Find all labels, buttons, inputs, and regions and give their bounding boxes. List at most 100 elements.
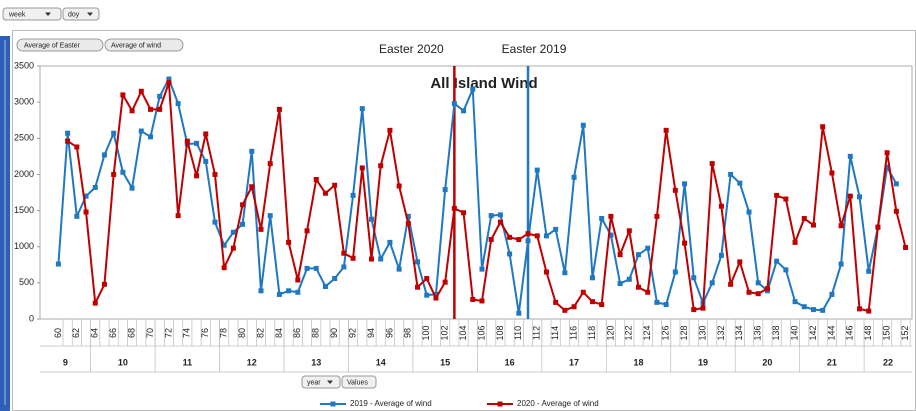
series-marker	[396, 183, 402, 189]
series-marker	[415, 284, 421, 290]
series-marker	[341, 250, 347, 256]
y-tick-label: 500	[19, 277, 34, 287]
series-marker	[184, 138, 190, 144]
series-marker	[774, 258, 780, 264]
x-tick-label: 132	[716, 325, 726, 340]
series-marker	[562, 307, 568, 313]
series-marker	[737, 180, 743, 186]
series-marker	[378, 256, 384, 262]
x-tick-label: 98	[403, 328, 413, 338]
series-marker	[147, 134, 153, 140]
x-tick-label: 74	[182, 328, 192, 338]
series-marker	[525, 238, 531, 244]
series-marker	[810, 222, 816, 228]
series-marker	[470, 86, 476, 92]
series-marker	[147, 106, 153, 112]
x-tick-label: 100	[421, 325, 431, 340]
x-tick-label: 152	[900, 325, 910, 340]
series-marker	[359, 165, 365, 171]
series-marker	[829, 291, 835, 297]
button-frame	[104, 38, 184, 52]
x-tick-label: 148	[863, 325, 873, 340]
field-button[interactable]: year	[301, 375, 341, 389]
series-marker	[691, 275, 697, 281]
x-tick-label: 102	[440, 325, 450, 340]
series-marker	[580, 122, 586, 128]
series-marker	[166, 76, 172, 82]
series-marker	[368, 256, 374, 262]
series-marker	[175, 101, 181, 107]
series-marker	[433, 291, 439, 297]
week-label: 11	[183, 357, 193, 367]
series-marker	[534, 167, 540, 173]
series-marker	[138, 128, 144, 134]
series-marker	[820, 307, 826, 313]
series-marker	[479, 266, 485, 272]
series-marker	[387, 127, 393, 133]
series-marker	[230, 245, 236, 251]
series-marker	[893, 181, 899, 187]
x-tick-label: 60	[53, 328, 63, 338]
series-marker	[240, 221, 246, 227]
series-marker	[65, 138, 71, 144]
series-marker	[101, 281, 107, 287]
series-marker	[240, 202, 246, 208]
x-tick-label: 138	[771, 325, 781, 340]
series-marker	[507, 234, 513, 240]
x-tick-label: 126	[661, 325, 671, 340]
series-marker	[212, 171, 218, 177]
series-marker	[157, 93, 163, 99]
series-marker	[543, 233, 549, 239]
series-marker	[783, 196, 789, 202]
series-marker	[516, 236, 522, 242]
series-marker	[120, 169, 126, 175]
series-marker	[516, 310, 522, 316]
field-button[interactable]: Values	[341, 375, 377, 389]
series-marker	[451, 101, 457, 107]
series-marker	[249, 184, 255, 190]
field-button[interactable]: Average of wind	[104, 38, 184, 52]
week-label: 14	[376, 357, 386, 367]
field-button[interactable]: week	[2, 7, 62, 21]
dropdown-arrow	[327, 380, 333, 384]
series-marker	[626, 228, 632, 234]
series-marker	[212, 219, 218, 225]
x-tick-label: 114	[550, 326, 560, 340]
series-marker	[589, 275, 595, 281]
series-marker	[497, 219, 503, 225]
series-marker	[783, 267, 789, 273]
x-tick-label: 90	[329, 328, 339, 338]
series-marker	[571, 304, 577, 310]
x-tick-label: 124	[642, 325, 652, 340]
x-tick-label: 94	[366, 328, 376, 338]
x-tick-label: 70	[145, 328, 155, 338]
series-marker	[203, 131, 209, 137]
annotation-label: Easter 2020	[379, 42, 444, 56]
series-marker	[801, 304, 807, 310]
series-marker	[709, 280, 715, 286]
series-marker	[903, 244, 909, 250]
series-marker	[672, 187, 678, 193]
series-marker	[792, 299, 798, 305]
week-label: 20	[762, 357, 772, 367]
series-marker	[534, 233, 540, 239]
series-marker	[663, 302, 669, 308]
field-button[interactable]: doy	[62, 7, 100, 21]
legend-label: 2020 - Average of wind	[517, 399, 599, 408]
x-tick-label: 68	[126, 328, 136, 338]
series-marker	[194, 173, 200, 179]
x-tick-label: 72	[163, 328, 173, 338]
series-marker	[111, 130, 117, 136]
series-marker	[368, 216, 374, 222]
series-marker	[433, 295, 439, 301]
series-marker	[866, 308, 872, 314]
week-label: 16	[505, 357, 515, 367]
field-button[interactable]: Average of Easter	[16, 38, 104, 52]
button-label: Average of Easter	[24, 42, 81, 49]
x-tick-label: 92	[347, 328, 357, 338]
series-marker	[286, 288, 292, 294]
series-marker	[617, 281, 623, 287]
series-marker	[488, 236, 494, 242]
series-marker	[884, 164, 890, 170]
